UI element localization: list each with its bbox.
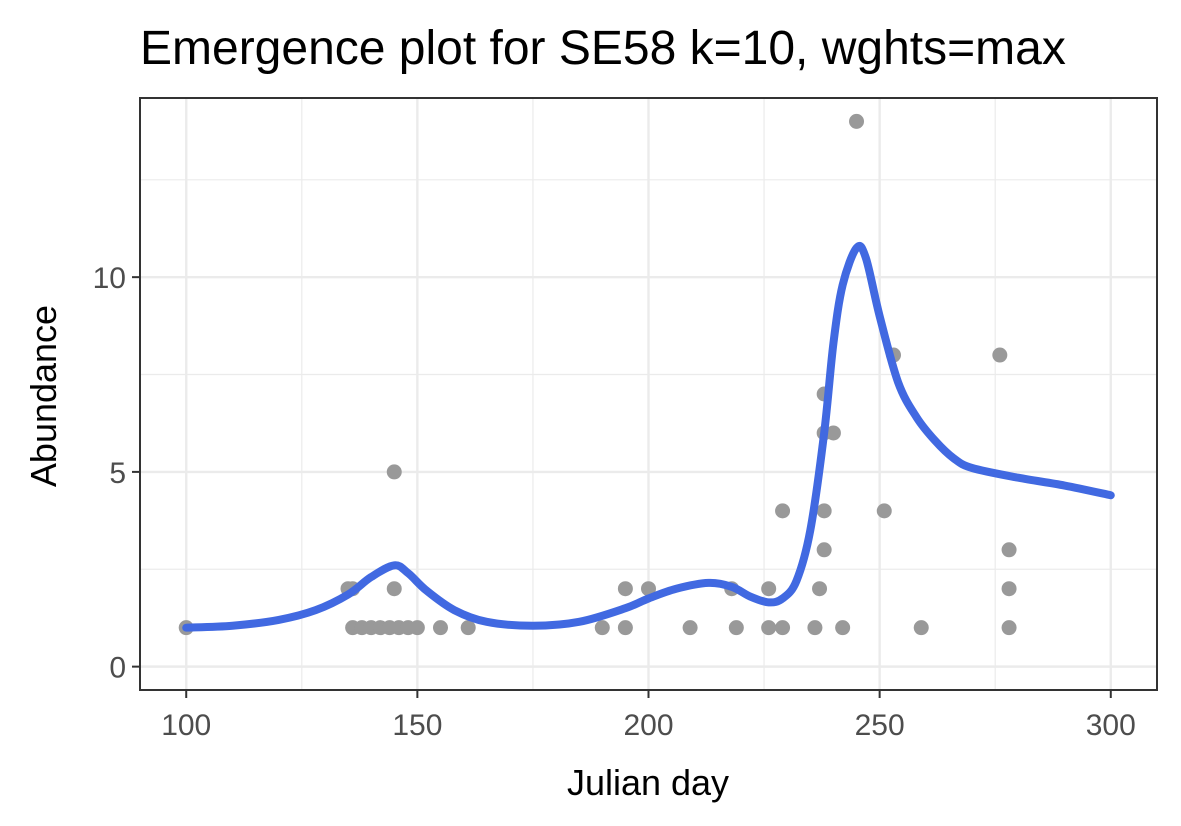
data-point (728, 620, 744, 636)
x-tick-label: 200 (623, 709, 673, 742)
data-point (835, 620, 851, 636)
data-point (1001, 620, 1017, 636)
data-point (913, 620, 929, 636)
x-tick-label: 100 (161, 709, 211, 742)
y-axis-label: Abundance (23, 305, 64, 487)
data-point (761, 581, 777, 597)
data-point (876, 503, 892, 519)
data-point (775, 620, 791, 636)
smooth-line (182, 241, 1115, 632)
data-point (849, 113, 865, 129)
data-point (682, 620, 698, 636)
data-point (1001, 542, 1017, 558)
y-tick-label: 5 (109, 457, 126, 490)
y-tick-label: 10 (93, 262, 126, 295)
data-point (825, 425, 841, 441)
y-axis: 0 5 10 (93, 262, 140, 685)
x-tick-label: 300 (1086, 709, 1136, 742)
data-point (816, 542, 832, 558)
data-point (1001, 581, 1017, 597)
data-point (386, 581, 402, 597)
data-point (992, 347, 1008, 363)
data-point (460, 620, 476, 636)
data-point (594, 620, 610, 636)
data-point (775, 503, 791, 519)
data-point (432, 620, 448, 636)
x-axis: 100 150 200 250 300 (161, 690, 1136, 742)
x-axis-label: Julian day (567, 762, 729, 803)
data-point (816, 503, 832, 519)
x-tick-label: 250 (855, 709, 905, 742)
x-tick-label: 150 (392, 709, 442, 742)
data-points (178, 113, 1017, 636)
y-tick-label: 0 (109, 652, 126, 685)
data-point (409, 620, 425, 636)
chart-title: Emergence plot for SE58 k=10, wghts=max (140, 22, 1066, 75)
data-point (617, 581, 633, 597)
data-point (386, 464, 402, 480)
data-point (812, 581, 828, 597)
plot-panel (139, 97, 1158, 691)
data-point (761, 620, 777, 636)
data-point (641, 581, 656, 597)
data-point (617, 620, 633, 636)
data-point (807, 620, 823, 636)
